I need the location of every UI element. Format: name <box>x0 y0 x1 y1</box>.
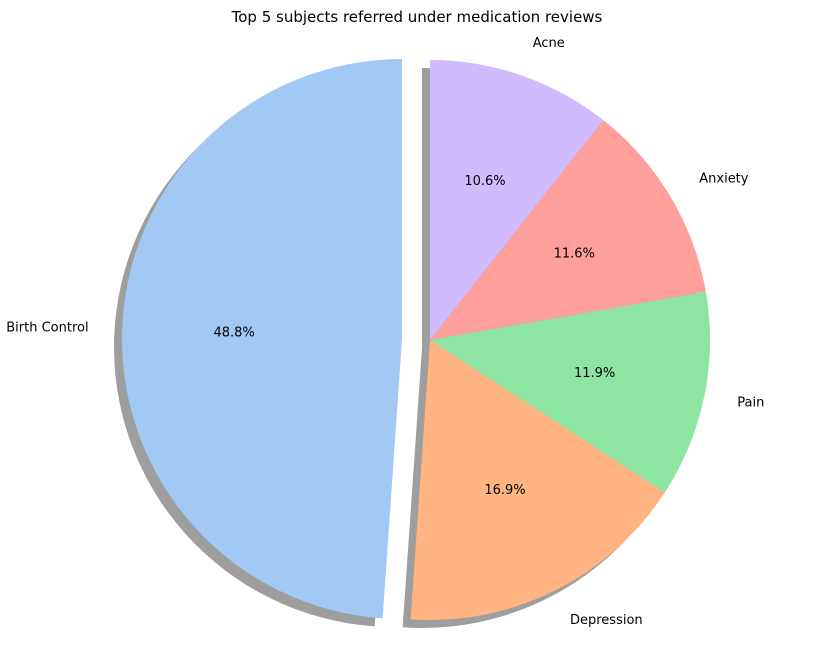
slice-value-anxiety: 11.6% <box>554 246 595 261</box>
chart-title: Top 5 subjects referred under medication… <box>231 8 603 26</box>
pie-slice-anxiety <box>430 120 706 340</box>
slice-label-depression: Depression <box>570 613 643 628</box>
pie-slice-acne <box>430 60 604 340</box>
slice-value-acne: 10.6% <box>464 174 505 189</box>
slice-value-depression: 16.9% <box>484 483 525 498</box>
pie-slice-depression <box>410 340 665 620</box>
slice-value-pain: 11.9% <box>574 366 615 381</box>
slice-label-birth-control: Birth Control <box>6 321 88 336</box>
pie-slice-birth-control <box>122 59 403 619</box>
slice-label-pain: Pain <box>737 395 764 410</box>
slice-value-birth-control: 48.8% <box>213 326 254 341</box>
pie-slices <box>122 59 710 620</box>
slice-labels: Birth Control 48.8% Depression 16.9% Pain 11.… <box>6 36 764 628</box>
slice-label-acne: Acne <box>533 36 565 51</box>
slice-label-anxiety: Anxiety <box>699 172 749 187</box>
pie-slice-pain <box>430 291 710 493</box>
